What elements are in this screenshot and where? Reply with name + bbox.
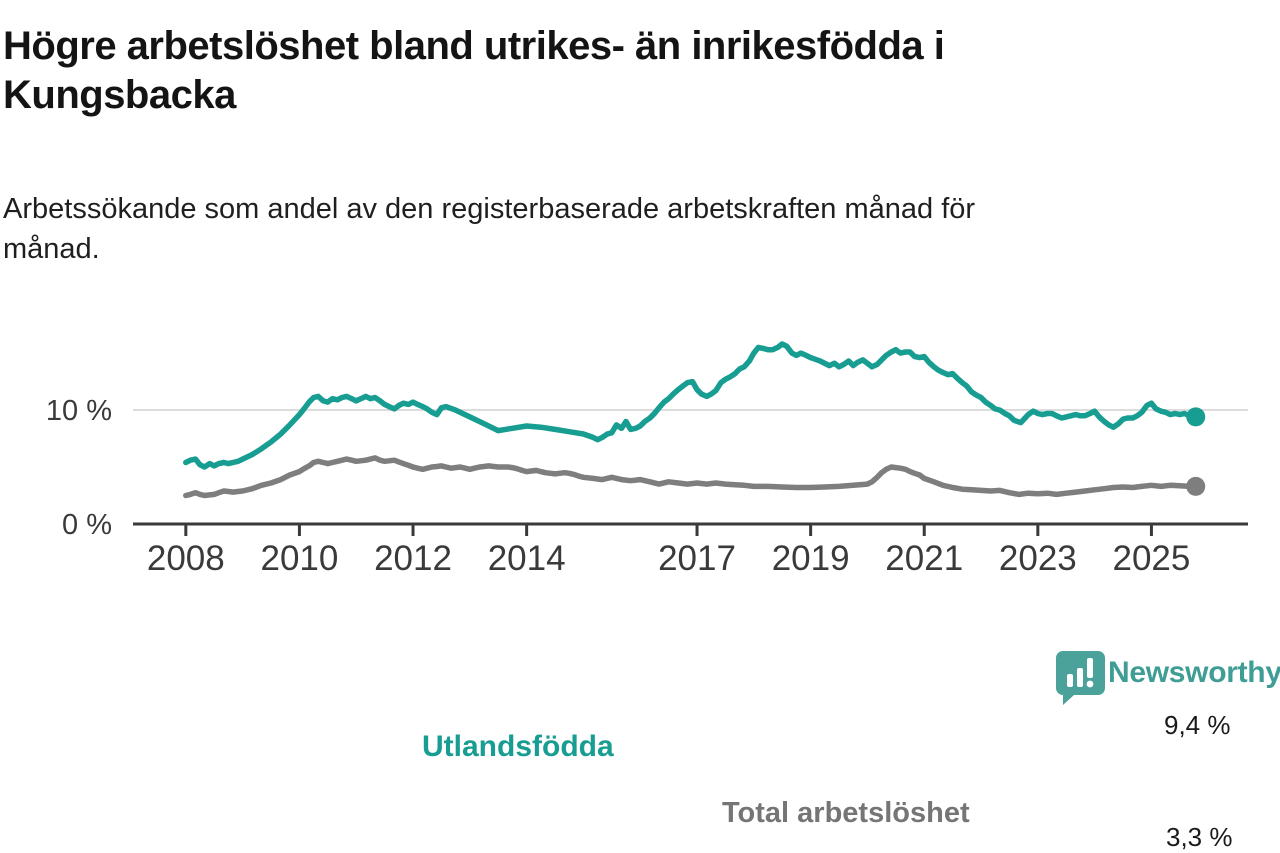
x-tick-label-2019: 2019: [772, 539, 850, 578]
x-tick-label-2023: 2023: [999, 539, 1077, 578]
x-tick-label-2017: 2017: [658, 539, 736, 578]
x-tick-label-2008: 2008: [147, 539, 225, 578]
chart-svg: 2008 2010 2012 2014 2017 2019 2021 2023 2025 10 %…: [46, 341, 1248, 578]
newsworthy-logo: Newsworthy: [1056, 648, 1280, 708]
series-line-utlandsfodda: [183, 341, 1199, 470]
series-end-dot-utlandsfodda: [1186, 407, 1206, 427]
series-label-utlandsfodda: Utlandsfödda: [422, 730, 614, 763]
y-tick-label-10: 10 %: [46, 395, 112, 427]
y-tick-label-0: 0 %: [62, 509, 112, 541]
chart-subtitle: Arbetssökande som andel av den registerb…: [3, 189, 1213, 269]
title-line-1: Högre arbetslöshet bland utrikes- än inr…: [3, 24, 945, 68]
page-title: Högre arbetslöshet bland utrikes- än inr…: [3, 22, 1213, 120]
line-chart: 2008 2010 2012 2014 2017 2019 2021 2023 2025 10 %…: [0, 330, 1280, 852]
series-end-dot-total: [1186, 476, 1206, 496]
newsworthy-wordmark: Newsworthy: [1108, 656, 1280, 689]
newsworthy-logo-icon: [1056, 651, 1105, 705]
exclamation-bar: [1087, 658, 1093, 678]
end-value-utlandsfodda: 9,4 %: [1164, 710, 1231, 740]
series-line-total: [183, 455, 1199, 499]
infographic: Högre arbetslöshet bland utrikes- än inr…: [0, 22, 1280, 852]
title-line-2: Kungsbacka: [3, 73, 236, 117]
subtitle-line-1: Arbetssökande som andel av den registerb…: [3, 193, 976, 225]
x-tick-label-2025: 2025: [1113, 539, 1191, 578]
end-value-total: 3,3 %: [1166, 822, 1233, 852]
bar-medium: [1077, 668, 1083, 687]
exclamation-dot: [1086, 680, 1094, 688]
bar-short: [1067, 674, 1073, 687]
x-tick-label-2010: 2010: [260, 539, 338, 578]
subtitle-line-2: månad.: [3, 233, 100, 265]
x-tick-label-2014: 2014: [488, 539, 566, 578]
x-tick-label-2012: 2012: [374, 539, 452, 578]
series-label-total-arbetsloshet: Total arbetslöshet: [722, 797, 970, 829]
x-tick-label-2021: 2021: [885, 539, 963, 578]
